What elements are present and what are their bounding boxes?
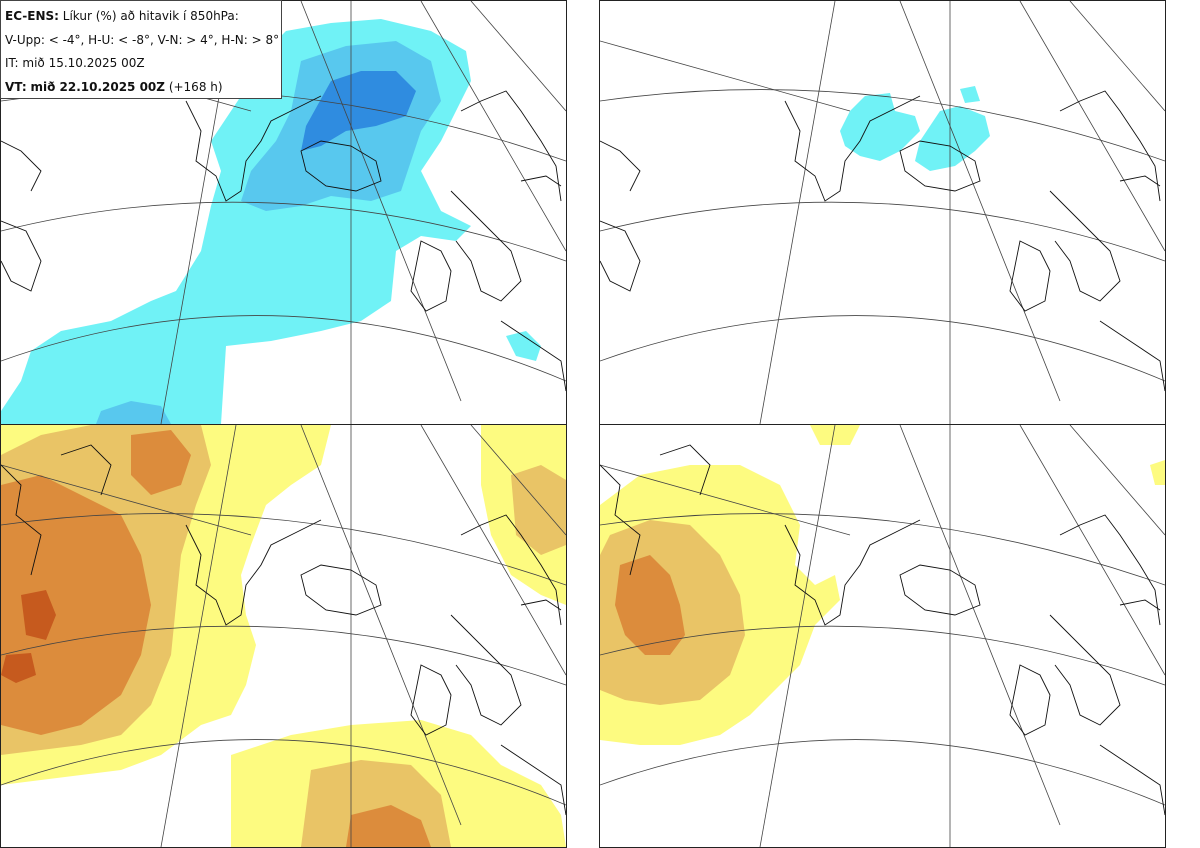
prob-area-orange-south bbox=[346, 805, 431, 847]
map-panel-bottom-right: 1009565355 bbox=[599, 424, 1166, 848]
map-panel-top-right: 1009565355 bbox=[599, 0, 1166, 425]
prob-area-orange bbox=[1, 475, 151, 735]
prob-area-dark-orange bbox=[21, 590, 56, 640]
graticule bbox=[600, 425, 1165, 847]
info-thresholds: V-Upp: < -4°, H-U: < -8°, V-N: > 4°, H-N… bbox=[5, 32, 280, 47]
valid-label: VT: bbox=[5, 79, 27, 94]
prob-area-mid-cyan-south bbox=[96, 401, 171, 424]
legend-info-box: EC-ENS: Líkur (%) að hitavik í 850hPa: V… bbox=[0, 0, 282, 99]
lead-time: (+168 h) bbox=[168, 79, 223, 94]
map-warm-moderate bbox=[1, 425, 566, 847]
map-cold-moderate bbox=[1, 1, 566, 424]
prob-area-light-cyan-3 bbox=[960, 86, 980, 103]
prob-area-blue bbox=[301, 71, 416, 151]
map-cold-strong bbox=[600, 1, 1165, 424]
map-warm-strong bbox=[600, 425, 1165, 847]
info-init-time: IT: mið 15.10.2025 00Z bbox=[5, 56, 145, 70]
map-panel-top-left: 1009565355 bbox=[0, 0, 567, 425]
graticule bbox=[600, 1, 1165, 424]
graticule bbox=[1, 425, 566, 847]
prob-area-yellow-north bbox=[810, 425, 860, 445]
prob-area-light-cyan-2 bbox=[915, 106, 990, 171]
prob-area-light-cyan-east bbox=[506, 331, 541, 361]
map-panel-bottom-left: 1009565355 bbox=[0, 424, 567, 848]
coastlines bbox=[600, 90, 1165, 392]
model-name: EC-ENS: bbox=[5, 9, 59, 23]
prob-area-yellow-ne bbox=[1150, 460, 1165, 485]
info-title-line: EC-ENS: Líkur (%) að hitavik í 850hPa: bbox=[5, 5, 277, 29]
coastlines bbox=[600, 444, 1165, 816]
info-valid-line: VT: mið 22.10.2025 00Z (+168 h) bbox=[5, 76, 277, 100]
valid-time: mið 22.10.2025 00Z bbox=[30, 79, 165, 94]
coastlines bbox=[1, 90, 566, 392]
prob-area-light-cyan bbox=[840, 93, 920, 161]
prob-area-orange-north bbox=[131, 430, 191, 495]
prob-area-orange-west bbox=[615, 555, 685, 655]
coastlines bbox=[1, 444, 566, 816]
prob-area-dark-orange-2 bbox=[1, 653, 36, 683]
variable-title: Líkur (%) að hitavik í 850hPa: bbox=[62, 9, 239, 23]
